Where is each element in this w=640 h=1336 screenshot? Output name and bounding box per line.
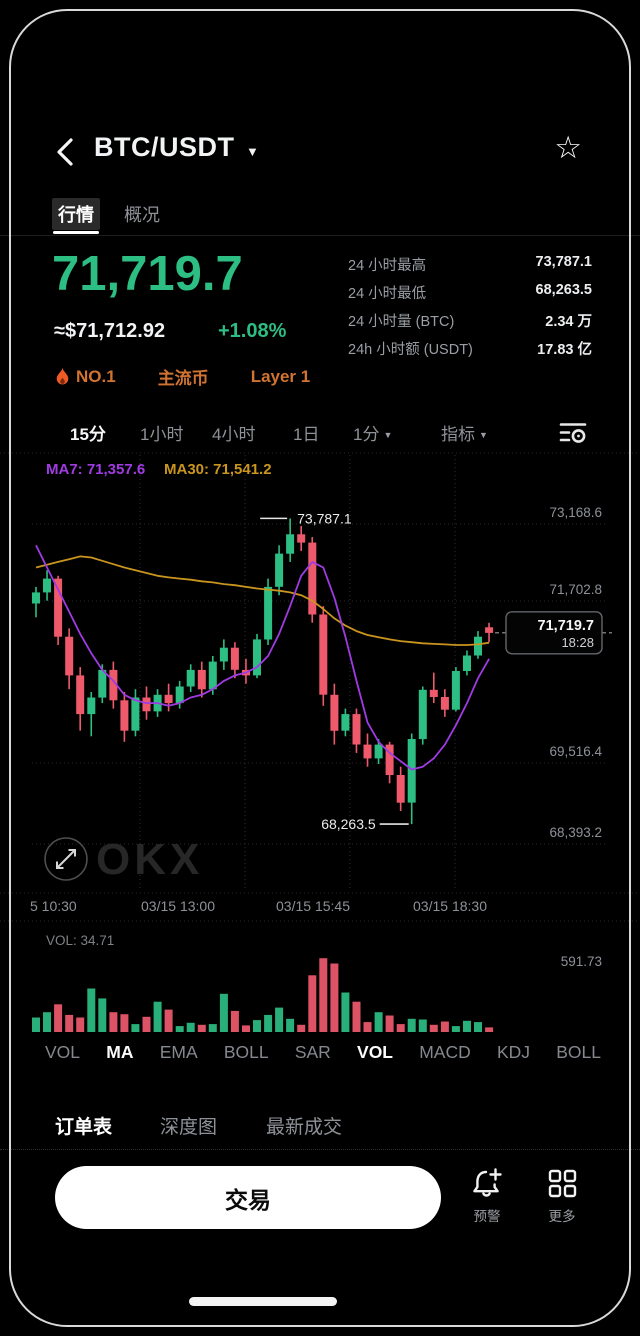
svg-text:71,702.8: 71,702.8 [549, 582, 602, 597]
chevron-down-icon: ▼ [383, 430, 393, 440]
svg-text:591.73: 591.73 [561, 954, 602, 969]
x-axis-labels: 5 10:30 03/15 13:00 03/15 15:45 03/15 18:30 [30, 898, 487, 914]
indicator-kdj[interactable]: KDJ [496, 1042, 531, 1062]
indicator-sar[interactable]: SAR [294, 1042, 331, 1062]
svg-text:MA7: 71,357.6: MA7: 71,357.6 [46, 461, 145, 478]
badge-layer1: Layer 1 [250, 366, 311, 386]
back-icon[interactable] [50, 136, 80, 168]
badge-mainstream: 主流币 [157, 369, 209, 388]
stats-panel: 24 小时最高 73,787.1 24 小时最低 68,263.5 24 小时量… [348, 254, 592, 366]
chart-gridlines: 73,168.6 71,702.8 69,516.4 68,393.2 [0, 452, 640, 922]
candlesticks [32, 518, 494, 825]
tab-quotes[interactable]: 行情 [52, 198, 100, 230]
indicator-boll[interactable]: BOLL [223, 1042, 269, 1062]
high-annotation: 73,787.1 [260, 510, 352, 526]
ma7-line [35, 544, 490, 771]
more-button[interactable]: 更多 [530, 1163, 594, 1225]
current-price-tag: 71,719.7 18:28 [495, 611, 612, 655]
svg-text:03/15 18:30: 03/15 18:30 [413, 898, 487, 914]
trade-button[interactable]: 交易 [55, 1166, 441, 1229]
svg-text:68,393.2: 68,393.2 [549, 825, 602, 840]
timeframe-1d[interactable]: 1日 [293, 425, 320, 444]
flame-icon [56, 367, 69, 385]
grid-more-icon [548, 1169, 576, 1197]
indicator-vol2[interactable]: VOL [357, 1042, 393, 1062]
favorite-star-icon[interactable]: ☆ [554, 130, 582, 165]
low-annotation: 68,263.5 [321, 816, 409, 832]
pair-dropdown-caret-icon[interactable]: ▼ [246, 144, 259, 159]
svg-text:03/15 15:45: 03/15 15:45 [276, 898, 350, 914]
stat-24h-low: 24 小时最低 68,263.5 [348, 282, 592, 302]
indicator-dropdown[interactable]: 指标 ▼ [441, 425, 488, 444]
price-change-percent: +1.08% [218, 320, 287, 342]
pair-title[interactable]: BTC/USDT [94, 132, 235, 162]
expand-chart-icon[interactable] [44, 837, 88, 881]
svg-text:73,168.6: 73,168.6 [549, 505, 602, 520]
badge-rank: NO.1 [76, 366, 116, 386]
chevron-down-icon: ▼ [479, 430, 488, 440]
svg-text:5 10:30: 5 10:30 [30, 898, 77, 914]
indicator-ema[interactable]: EMA [159, 1042, 198, 1062]
alert-button[interactable]: 预警 [455, 1163, 519, 1225]
chart-settings-icon[interactable] [558, 421, 588, 445]
tab-latest-trades[interactable]: 最新成交 [266, 1117, 343, 1138]
okx-watermark: OKX [96, 835, 203, 884]
svg-text:03/15 13:00: 03/15 13:00 [141, 898, 215, 914]
svg-text:18:28: 18:28 [561, 635, 594, 650]
bell-plus-icon [473, 1168, 502, 1197]
timeframe-bar: 15分 1小时 4小时 1日 1分 ▼ 指标 ▼ [0, 414, 640, 450]
tab-depth-chart[interactable]: 深度图 [160, 1117, 218, 1138]
fiat-price: ≈$71,712.92 [54, 320, 166, 342]
indicator-vol[interactable]: VOL [45, 1042, 81, 1062]
svg-text:68,263.5: 68,263.5 [321, 816, 376, 832]
tab-order-book[interactable]: 订单表 [55, 1117, 113, 1138]
indicator-tabs: VOL MA EMA BOLL SAR VOL MACD KDJ BOLL [45, 1042, 601, 1063]
stat-24h-high: 24 小时最高 73,787.1 [348, 254, 592, 274]
top-tabs: 行情 概况 [0, 194, 640, 236]
active-tab-underline [53, 231, 99, 234]
stat-24h-turnover-usdt: 24h 小时额 (USDT) 17.83 亿 [348, 342, 592, 358]
svg-text:VOL: 34.71: VOL: 34.71 [46, 933, 114, 948]
svg-text:MA30: 71,541.2: MA30: 71,541.2 [164, 461, 272, 478]
svg-text:73,787.1: 73,787.1 [297, 510, 352, 526]
tab-overview[interactable]: 概况 [124, 205, 160, 225]
volume-pane: VOL: 34.71 591.73 [32, 933, 602, 1032]
ma-legend: MA7: 71,357.6 MA30: 71,541.2 [46, 461, 272, 478]
timeframe-4h[interactable]: 4小时 [212, 425, 256, 444]
more-label: 更多 [548, 1209, 576, 1224]
alert-label: 预警 [473, 1209, 501, 1224]
timeframe-1h[interactable]: 1小时 [140, 425, 184, 444]
ma30-line [35, 555, 490, 646]
header: BTC/USDT ▼ ☆ [0, 128, 640, 176]
home-indicator[interactable] [189, 1297, 337, 1306]
stat-24h-volume-btc: 24 小时量 (BTC) 2.34 万 [348, 314, 592, 330]
orderbook-tabs: 订单表 深度图 最新成交 [0, 1106, 640, 1150]
indicator-boll2[interactable]: BOLL [556, 1042, 601, 1062]
timeframe-15m[interactable]: 15分 [70, 425, 106, 444]
svg-text:69,516.4: 69,516.4 [549, 744, 602, 759]
price-chart[interactable]: 73,168.6 71,702.8 69,516.4 68,393.2 MA7: 71… [0, 450, 640, 1038]
indicator-ma[interactable]: MA [106, 1042, 134, 1062]
token-badges: NO.1 主流币 Layer 1 [55, 364, 310, 389]
timeframe-more-dropdown[interactable]: 1分 ▼ [353, 425, 393, 444]
last-price: 71,719.7 [52, 247, 243, 301]
svg-text:71,719.7: 71,719.7 [538, 618, 594, 634]
indicator-macd[interactable]: MACD [419, 1042, 471, 1062]
